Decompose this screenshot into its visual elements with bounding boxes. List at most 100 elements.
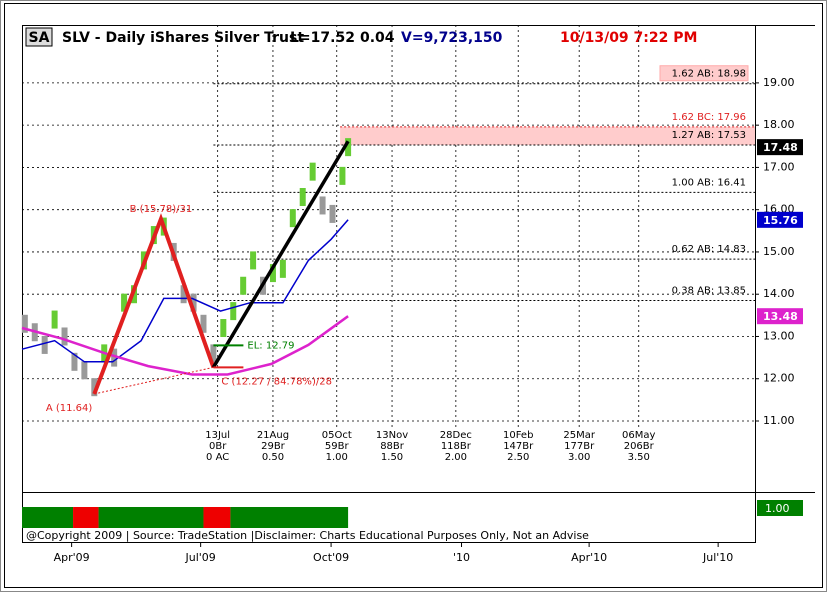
- price-bar: [230, 302, 237, 321]
- x-tick-label: Apr'10: [571, 551, 607, 564]
- time-level-label: 1.50: [381, 452, 403, 463]
- symbol-box: [25, 27, 53, 47]
- symbol: SA: [29, 30, 50, 46]
- time-level-label: 06May: [622, 430, 655, 441]
- last-value-box: [757, 211, 803, 228]
- indicator-segment: [98, 507, 204, 528]
- last-value-box: [757, 308, 803, 325]
- price-bar: [200, 314, 207, 333]
- change: 0.04: [360, 30, 395, 46]
- price-bar: [71, 352, 78, 371]
- price-bar: [81, 361, 88, 380]
- price-bar: [41, 335, 48, 354]
- price-bar: [61, 327, 68, 346]
- y-tick-label: 12.00: [763, 372, 795, 385]
- y-tick-label: 13.00: [763, 329, 795, 342]
- moving-average: [21, 219, 349, 363]
- level-label: 1.62 AB: 18.98: [672, 69, 746, 80]
- price-bar: [220, 319, 227, 338]
- x-tick-label: Jul'10: [702, 551, 733, 564]
- time-level-label: 29Br: [261, 441, 286, 452]
- price-bar: [51, 310, 58, 329]
- time-level-label: 3.00: [568, 452, 590, 463]
- x-tick-label: '10: [453, 551, 470, 564]
- time-level-label: 88Br: [380, 441, 405, 452]
- last-value-label: 17.48: [763, 141, 798, 154]
- y-tick-label: 19.00: [763, 76, 795, 89]
- price-bar: [190, 293, 197, 312]
- time-level-label: 10Feb: [503, 430, 533, 441]
- time-level-label: 177Br: [564, 441, 595, 452]
- x-tick-label: Jul'09: [184, 551, 215, 564]
- last-value-box: [757, 139, 803, 156]
- price-bar: [21, 314, 28, 333]
- level-label: 1.62 BC: 17.96: [672, 112, 746, 123]
- time-level-label: 206Br: [624, 441, 655, 452]
- y-tick-label: 17.00: [763, 160, 795, 173]
- ac-line: [94, 366, 214, 395]
- timestamp: 10/13/09 7:22 PM: [560, 30, 697, 46]
- price-bar: [111, 348, 118, 367]
- time-level-label: 118Br: [441, 441, 472, 452]
- time-level-label: 25Mar: [563, 430, 595, 441]
- time-level-label: 05Oct: [322, 430, 352, 441]
- pattern-label: B (15.78)/31: [130, 204, 193, 215]
- last-value-label: 13.48: [763, 310, 798, 323]
- level-label: 1.27 AB: 17.53: [672, 130, 746, 141]
- plot-frame: [22, 25, 756, 543]
- volume: V=9,723,150: [401, 30, 503, 46]
- price-bar: [329, 204, 336, 223]
- time-level-label: 13Nov: [376, 430, 408, 441]
- time-level-label: 28Dec: [440, 430, 472, 441]
- last-value-label: 15.76: [763, 214, 798, 227]
- level-label: 0.38 AB: 13.85: [672, 286, 746, 297]
- time-level-label: 2.00: [445, 452, 467, 463]
- y-tick-label: 14.00: [763, 287, 795, 300]
- price-bar: [345, 138, 352, 157]
- level-label: 0.62 AB: 14.83: [672, 244, 746, 255]
- indicator-segment: [73, 507, 99, 528]
- time-level-label: 2.50: [507, 452, 529, 463]
- indicator-value-box: [757, 500, 803, 516]
- indicator-value-label: 1.00: [765, 502, 790, 515]
- level-label: 1.00 AB: 16.41: [672, 177, 746, 188]
- pattern-label: A (11.64): [46, 403, 93, 414]
- time-level-label: 13Jul: [205, 430, 230, 441]
- entry-label: EL: 12.79: [247, 340, 294, 351]
- x-tick-label: Apr'09: [54, 551, 90, 564]
- footer: @Copyright 2009 | Source: TradeStation |…: [26, 529, 589, 542]
- chart-title: SLV - Daily iShares Silver Trust: [62, 30, 304, 46]
- y-tick-label: 11.00: [763, 414, 795, 427]
- moving-average: [21, 315, 349, 376]
- y-tick-label: 15.00: [763, 245, 795, 258]
- price-bar: [309, 162, 316, 181]
- last-price: L=17.52: [290, 30, 355, 46]
- price-bar: [279, 259, 286, 278]
- price-bar: [250, 251, 257, 270]
- projection-line: [211, 140, 350, 369]
- time-level-label: 21Aug: [257, 430, 289, 441]
- price-bar: [210, 344, 217, 363]
- indicator-segment: [22, 507, 74, 528]
- price-bar: [91, 378, 98, 397]
- chart-frame: [4, 3, 823, 588]
- pattern-label: C (12.27 / 84.78%)/28: [221, 376, 332, 387]
- time-level-label: 147Br: [503, 441, 534, 452]
- time-level-label: 0Br: [209, 441, 227, 452]
- target-zone: [340, 126, 755, 146]
- time-level-label: 0.50: [262, 452, 284, 463]
- price-bar: [289, 209, 296, 228]
- price-bar: [299, 188, 306, 207]
- price-bar: [269, 264, 276, 283]
- y-tick-label: 18.00: [763, 118, 795, 131]
- price-bar: [240, 276, 247, 295]
- time-level-label: 0 AC: [206, 452, 229, 463]
- time-level-label: 3.50: [628, 452, 650, 463]
- x-tick-label: Oct'09: [313, 551, 349, 564]
- price-bar: [121, 293, 128, 312]
- time-level-label: 1.00: [326, 452, 348, 463]
- time-level-label: 59Br: [325, 441, 350, 452]
- indicator-segment: [203, 507, 231, 528]
- abc-pattern: [92, 213, 216, 395]
